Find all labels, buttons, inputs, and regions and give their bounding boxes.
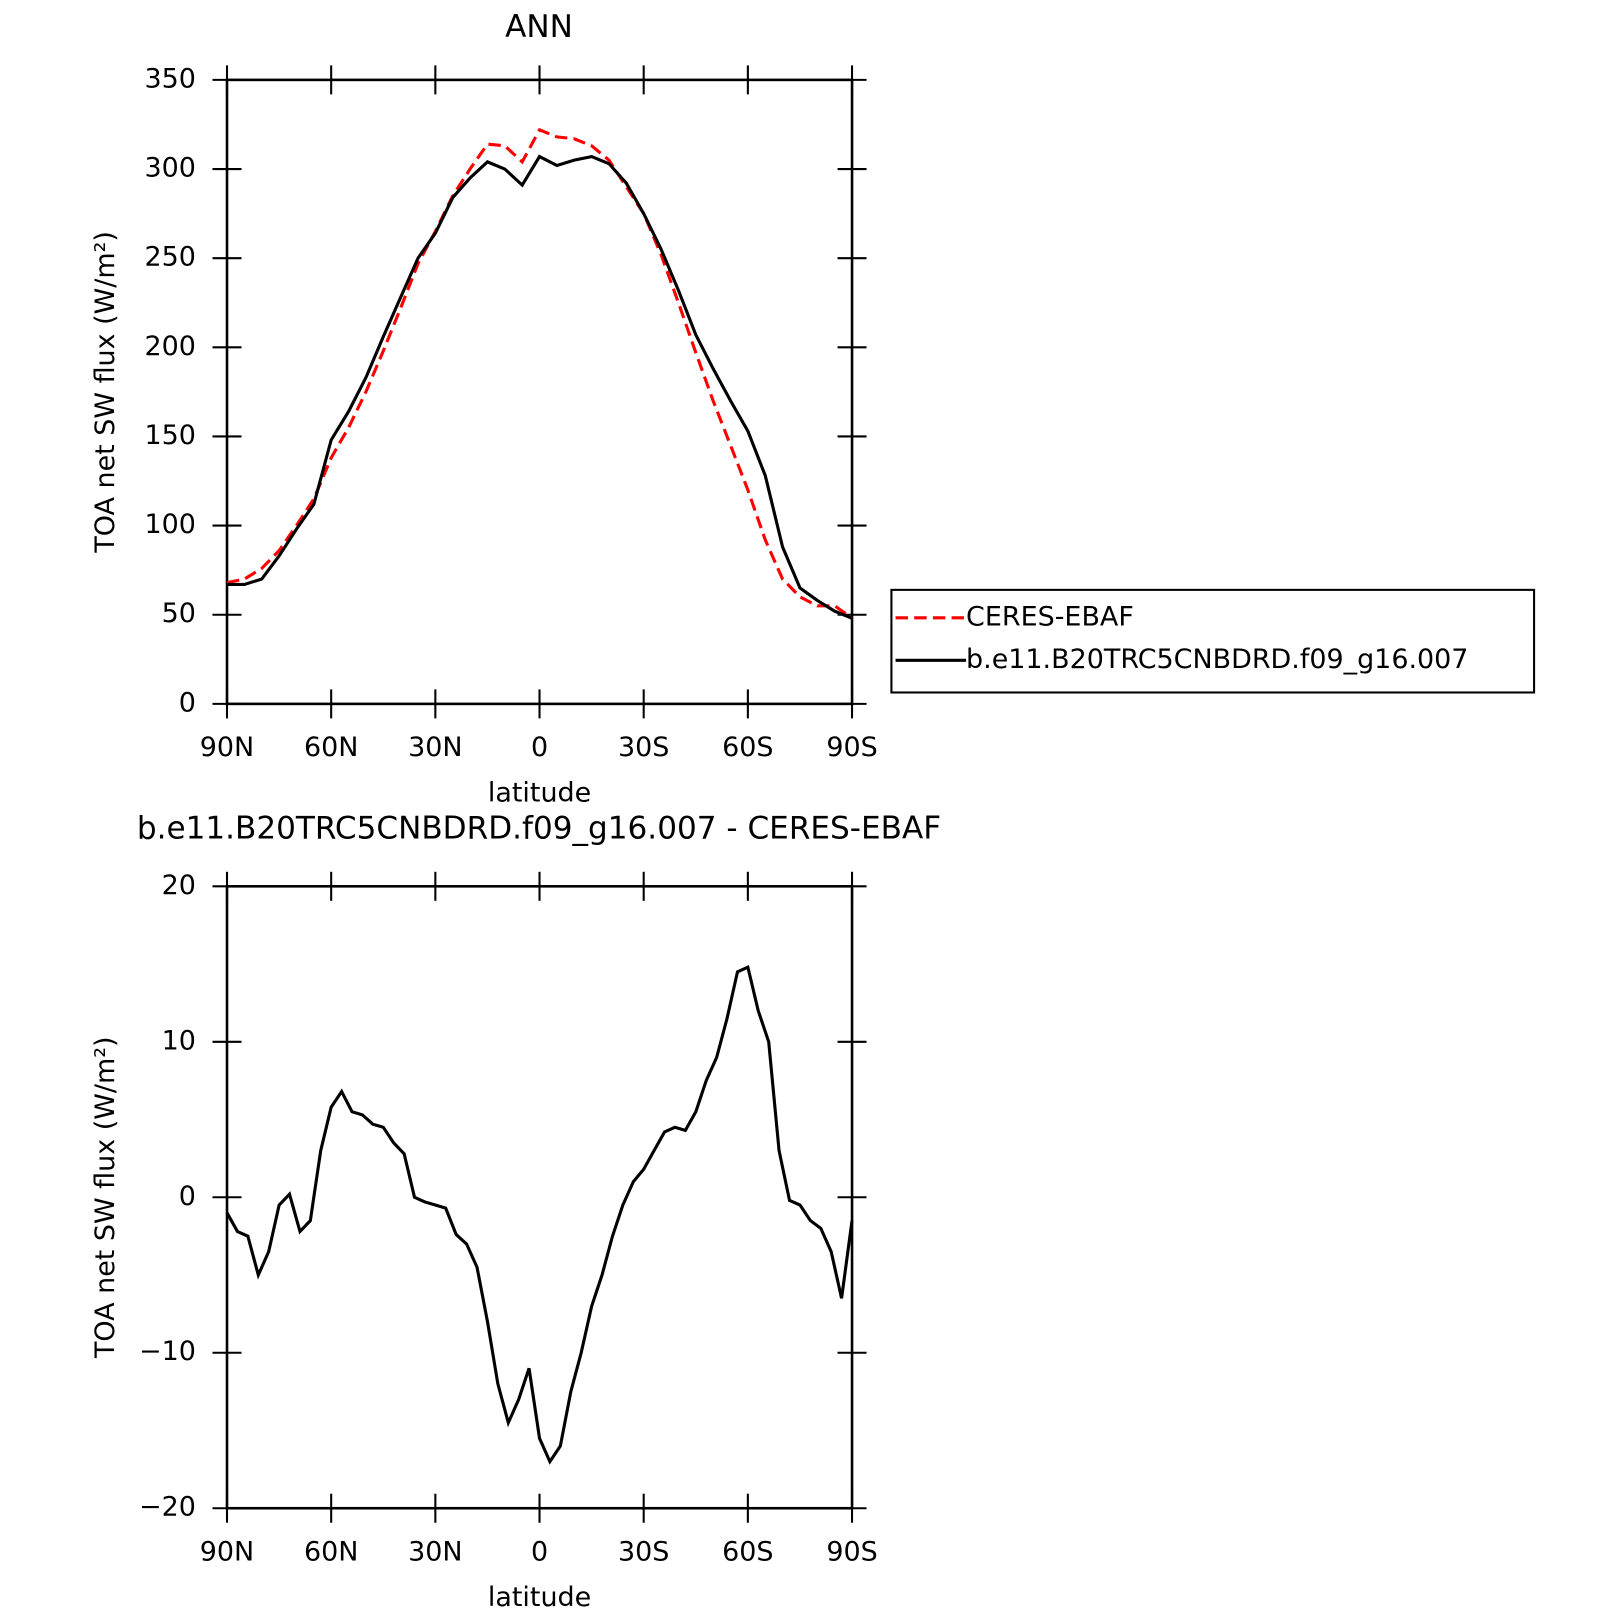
x-tick-label: 90S: [826, 732, 877, 763]
data-line: [227, 154, 853, 620]
x-tick-label: 60N: [304, 1536, 358, 1567]
y-tick-label: 0: [179, 687, 196, 718]
y-tick-label: −10: [139, 1336, 196, 1367]
x-tick-label: 30S: [618, 1536, 669, 1567]
x-tick-label: 0: [531, 1536, 548, 1567]
y-tick-label: −20: [139, 1492, 196, 1523]
chart-title: ANN: [505, 9, 573, 45]
y-tick-label: 150: [144, 420, 195, 451]
data-line: [225, 964, 854, 1465]
x-tick-label: 60N: [304, 732, 358, 763]
y-tick-label: 10: [162, 1025, 196, 1056]
plot-frame: [225, 78, 854, 706]
y-axis-label: TOA net SW flux (W/m²): [90, 1036, 121, 1359]
y-tick-label: 20: [162, 870, 196, 901]
legend-label: b.e11.B20TRC5CNBDRD.f09_g16.007: [966, 644, 1468, 675]
y-axis-label: TOA net SW flux (W/m²): [90, 231, 121, 554]
y-tick-label: 100: [144, 509, 195, 540]
y-tick-label: 250: [144, 242, 195, 273]
y-tick-label: 0: [179, 1181, 196, 1212]
y-tick-label: 350: [144, 63, 195, 94]
y-tick-label: 300: [144, 153, 195, 184]
chart-title: b.e11.B20TRC5CNBDRD.f09_g16.007 - CERES-…: [137, 810, 941, 846]
x-axis-label: latitude: [488, 778, 591, 809]
x-axis-label: latitude: [488, 1582, 591, 1613]
x-tick-label: 90N: [200, 732, 254, 763]
x-tick-label: 60S: [722, 1536, 773, 1567]
x-tick-label: 90S: [826, 1536, 877, 1567]
x-tick-label: 30N: [408, 1536, 462, 1567]
legend-box: [890, 588, 1536, 694]
x-tick-label: 0: [531, 732, 548, 763]
plot-frame: [225, 885, 854, 1510]
data-line: [226, 127, 853, 620]
legend-label: CERES-EBAF: [966, 601, 1134, 632]
y-tick-label: 200: [144, 331, 195, 362]
x-tick-label: 90N: [200, 1536, 254, 1567]
x-tick-label: 30N: [408, 732, 462, 763]
y-tick-label: 50: [162, 598, 196, 629]
x-tick-label: 60S: [722, 732, 773, 763]
x-tick-label: 30S: [618, 732, 669, 763]
